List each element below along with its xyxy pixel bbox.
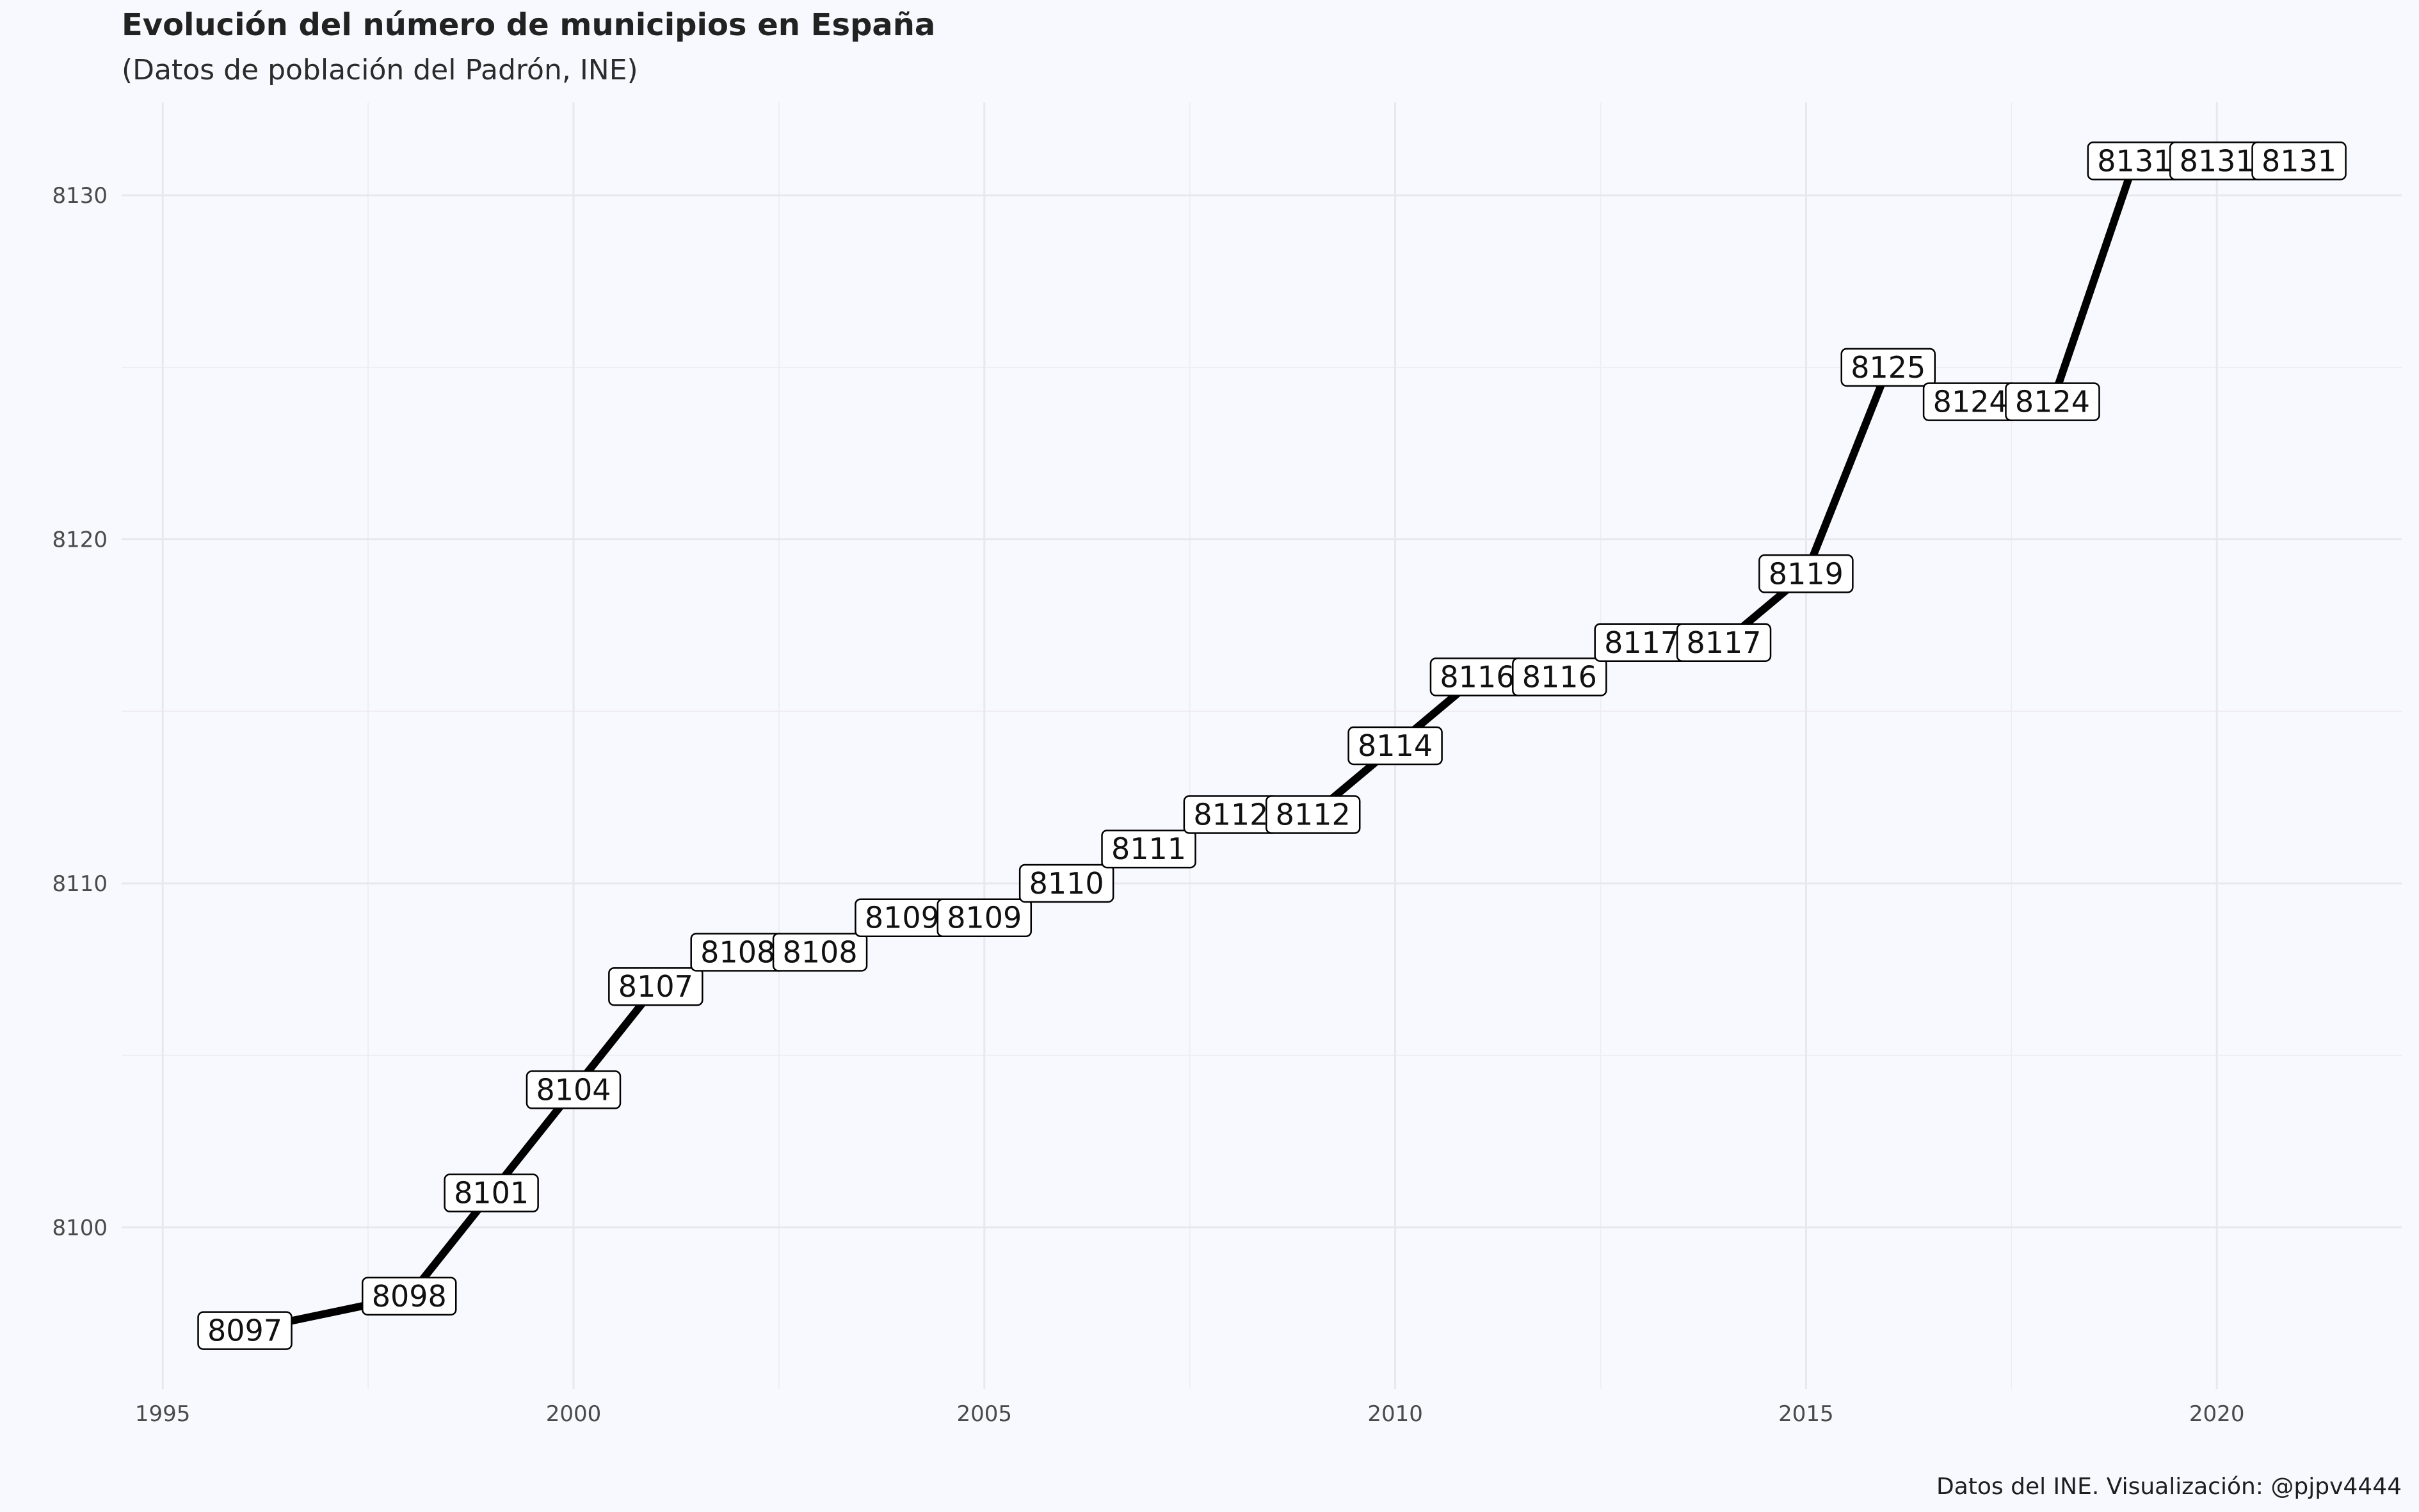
data-label-text: 8098	[372, 1279, 447, 1314]
x-tick-label: 2005	[957, 1401, 1013, 1427]
data-label-box	[772, 933, 868, 972]
data-label: 8131	[2087, 141, 2183, 181]
data-label: 8116	[1512, 657, 1607, 696]
data-label-text: 8108	[783, 935, 858, 969]
data-label-text: 8109	[947, 901, 1022, 935]
data-label: 8111	[1101, 829, 1196, 869]
data-label: 8110	[1018, 864, 1114, 903]
chart-caption: Datos del INE. Visualización: @pjpv4444	[1936, 1474, 2402, 1500]
data-label-text: 8124	[2015, 385, 2090, 419]
data-label: 8124	[2005, 382, 2100, 421]
data-label-box	[444, 1173, 539, 1212]
data-label-text: 8097	[207, 1314, 282, 1348]
data-label: 8109	[936, 898, 1033, 937]
data-label-box	[1018, 864, 1114, 903]
data-label-text: 8104	[536, 1072, 611, 1107]
data-label-box	[1347, 726, 1443, 766]
data-label-text: 8109	[865, 901, 940, 935]
data-label-box	[1512, 657, 1607, 696]
data-label-text: 8125	[1851, 350, 1925, 385]
data-label-text: 8114	[1358, 728, 1433, 763]
data-label: 8112	[1265, 795, 1361, 834]
data-label: 8108	[772, 933, 868, 972]
data-label: 8098	[362, 1276, 457, 1316]
data-label-box	[2005, 382, 2100, 421]
data-label-box	[1758, 554, 1854, 593]
y-tick-label: 8120	[52, 527, 108, 553]
data-label-text: 8111	[1111, 832, 1186, 866]
data-label: 8114	[1347, 726, 1443, 766]
data-label-text: 8131	[2262, 143, 2336, 178]
data-label-text: 8112	[1276, 797, 1351, 832]
data-label-box	[936, 898, 1033, 937]
data-label: 8117	[1676, 623, 1772, 663]
data-label: 8108	[690, 933, 785, 972]
data-label-box	[197, 1311, 293, 1350]
y-axis: 8100 8110 8120 8130	[52, 183, 108, 1241]
data-label-box	[2251, 141, 2347, 181]
data-label: 8116	[1429, 657, 1525, 696]
data-label: 8117	[1594, 623, 1689, 663]
data-label-box	[1265, 795, 1361, 834]
data-label-text: 8117	[1604, 625, 1679, 660]
data-label-text: 8108	[700, 935, 775, 969]
data-label-box	[526, 1070, 622, 1109]
x-tick-label: 2000	[546, 1401, 602, 1427]
data-label-text: 8119	[1769, 556, 1844, 591]
x-tick-label: 2020	[2189, 1401, 2245, 1427]
data-label-text: 8131	[2180, 143, 2254, 178]
data-label-text: 8116	[1440, 660, 1515, 695]
data-label-text: 8110	[1029, 866, 1104, 901]
x-axis: 1995 2000 2005 2010 2015 2020	[135, 1401, 2245, 1427]
data-label-text: 8107	[618, 969, 693, 1004]
grid	[122, 102, 2402, 1389]
data-label: 8124	[1922, 382, 2018, 421]
data-label-box	[1676, 623, 1772, 663]
y-tick-label: 8100	[52, 1215, 108, 1241]
data-label: 8097	[197, 1311, 293, 1350]
data-label: 8107	[608, 967, 703, 1006]
y-tick-label: 8130	[52, 183, 108, 209]
x-tick-label: 2015	[1778, 1401, 1834, 1427]
data-label: 8119	[1758, 554, 1854, 593]
x-tick-label: 1995	[135, 1401, 191, 1427]
data-label-text: 8131	[2097, 143, 2172, 178]
data-label-text: 8101	[454, 1176, 529, 1210]
data-label: 8112	[1183, 795, 1279, 834]
data-label-text: 8124	[1933, 385, 2008, 419]
data-label-text: 8116	[1522, 660, 1597, 695]
chart-subtitle: (Datos de población del Padrón, INE)	[122, 54, 638, 86]
x-tick-label: 2010	[1367, 1401, 1423, 1427]
data-label: 8131	[2251, 141, 2347, 181]
data-label-box	[1101, 829, 1196, 869]
data-label-box	[362, 1276, 457, 1316]
y-tick-label: 8110	[52, 871, 108, 897]
data-label: 8109	[855, 898, 950, 937]
data-label-box	[1840, 348, 1936, 387]
data-label-text: 8112	[1193, 797, 1268, 832]
data-label: 8131	[2169, 141, 2265, 181]
data-label: 8125	[1840, 348, 1936, 387]
data-label-box	[608, 967, 703, 1006]
chart-title: Evolución del número de municipios en Es…	[122, 7, 935, 43]
data-label-text: 8117	[1686, 625, 1761, 660]
data-label: 8101	[444, 1173, 539, 1212]
data-label: 8104	[526, 1070, 622, 1109]
